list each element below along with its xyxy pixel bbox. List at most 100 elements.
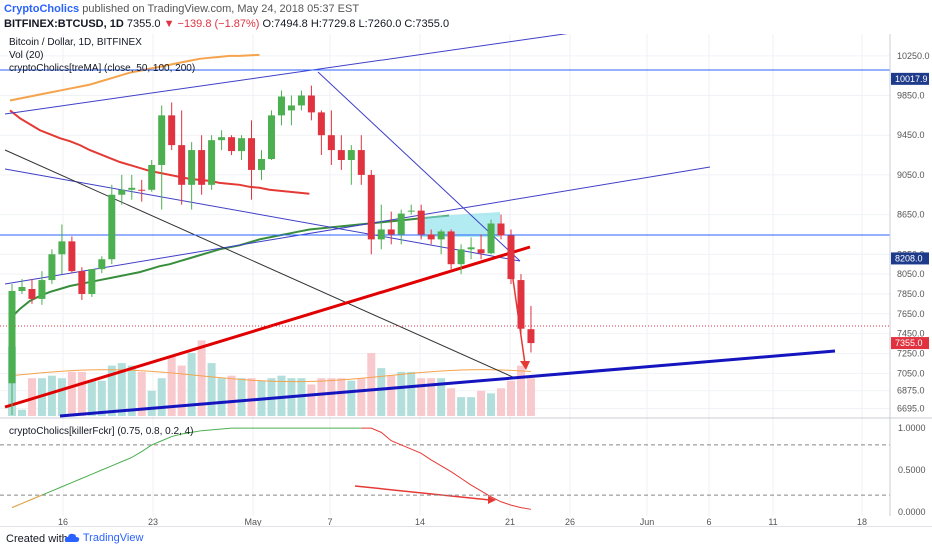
candle-body[interactable]: [158, 115, 166, 165]
volume-bar: [477, 390, 486, 416]
volume-bar: [487, 393, 496, 416]
osc-tick-label: 1.0000: [898, 423, 926, 433]
candle-body[interactable]: [357, 150, 365, 175]
candle-body[interactable]: [467, 247, 475, 250]
price-tick-label: 7450.0: [897, 329, 925, 339]
candle-body[interactable]: [437, 231, 445, 240]
candle-body[interactable]: [218, 137, 226, 141]
candle-body[interactable]: [277, 96, 285, 116]
candle-body[interactable]: [327, 135, 335, 151]
candle-body[interactable]: [317, 112, 325, 136]
candle-body[interactable]: [208, 140, 216, 185]
candlesticks[interactable]: [8, 85, 535, 416]
volume-bar: [447, 388, 456, 416]
candle-body[interactable]: [527, 329, 535, 344]
candle-body[interactable]: [377, 229, 385, 240]
candle-body[interactable]: [108, 194, 116, 260]
candle-body[interactable]: [457, 249, 465, 265]
x-tick-label: 16: [58, 517, 68, 526]
candle-body[interactable]: [248, 138, 256, 170]
candle-body[interactable]: [497, 223, 505, 236]
price-axis[interactable]: 10250.09850.09450.09050.08650.08250.0805…: [889, 34, 930, 516]
oscillator-legend: cryptoCholics[killerFckr] (0.75, 0.8, 0.…: [9, 426, 194, 437]
price-tick-label: 10250.0: [897, 51, 930, 61]
candle-body[interactable]: [487, 223, 495, 254]
candle-body[interactable]: [118, 189, 126, 195]
candle-body[interactable]: [98, 259, 106, 270]
candle-body[interactable]: [337, 150, 345, 161]
down-arrow-icon: ▼: [163, 18, 175, 30]
candle-body[interactable]: [387, 229, 395, 235]
candle-body[interactable]: [138, 189, 146, 191]
candle-body[interactable]: [507, 235, 515, 280]
candle-body[interactable]: [148, 164, 156, 190]
candle-body[interactable]: [397, 213, 405, 235]
symbol-line: BITFINEX:BTCUSD, 1D 7355.0 ▼ −139.8 (−1.…: [4, 18, 449, 30]
candle-body[interactable]: [78, 271, 86, 294]
price-tick-label: 8650.0: [897, 210, 925, 220]
x-tick-label: 11: [768, 517, 777, 526]
volume-bar: [47, 375, 56, 416]
candle-body[interactable]: [178, 145, 186, 185]
candle-body[interactable]: [38, 280, 46, 299]
volume-bar: [417, 378, 426, 416]
candle-body[interactable]: [517, 280, 525, 329]
price-tag: [891, 337, 929, 350]
candle-body[interactable]: [128, 187, 136, 190]
volume-bar: [516, 365, 525, 416]
candle-body[interactable]: [417, 210, 425, 235]
volume-bar: [17, 409, 26, 416]
x-tick-label: 18: [857, 517, 867, 526]
candle-body[interactable]: [198, 150, 206, 185]
candle-body[interactable]: [477, 249, 485, 254]
cloud-icon: [64, 533, 80, 543]
price-chart[interactable]: 16 23 May 7 14 21 26 Jun 6 11 18 1.0000 0.5000 0.000…: [0, 34, 932, 526]
candle-body[interactable]: [297, 95, 305, 106]
volume-bar: [207, 363, 216, 416]
candle-body[interactable]: [367, 174, 375, 240]
candle-body[interactable]: [18, 287, 26, 291]
tradingview-logo[interactable]: TradingView: [64, 532, 143, 544]
x-tick-label: 23: [148, 517, 158, 526]
volume-bar: [437, 378, 446, 416]
fan-line: [317, 71, 521, 262]
volume-bar: [337, 378, 346, 416]
created-with-label: Created with: [6, 533, 68, 545]
candle-body[interactable]: [48, 254, 56, 281]
candle-body[interactable]: [407, 210, 415, 212]
candle-body[interactable]: [8, 290, 16, 384]
candle-body[interactable]: [68, 241, 76, 272]
arrowhead: [520, 361, 530, 370]
price-tick-label: 9450.0: [897, 130, 925, 140]
chart-background: [0, 34, 932, 526]
candle-body[interactable]: [168, 115, 176, 146]
candle-body[interactable]: [347, 150, 355, 161]
candle-body[interactable]: [307, 95, 315, 113]
candle-body[interactable]: [238, 138, 246, 152]
volume-bar: [526, 378, 535, 416]
candle-body[interactable]: [287, 105, 295, 111]
candle-body[interactable]: [88, 269, 96, 294]
candle-body[interactable]: [228, 137, 236, 152]
pane-labels: Bitcoin / Dollar, 1D, BITFINEX Vol (20) …: [9, 37, 195, 437]
price-tick-label: 6875.0: [897, 386, 925, 396]
candle-body[interactable]: [267, 115, 275, 160]
osc-tick-label: 0.5000: [898, 465, 926, 475]
candle-body[interactable]: [188, 150, 196, 185]
trend-drawings: [0, 34, 890, 504]
candle-body[interactable]: [258, 159, 265, 170]
price-tag-label: 8208.0: [895, 253, 923, 263]
osc-line-green: [11, 427, 362, 509]
osc-line-orange: [11, 494, 43, 509]
symbol-label: BITFINEX:BTCUSD, 1D: [4, 18, 124, 30]
price-tick-label: 7250.0: [897, 348, 925, 358]
volume-bar: [317, 378, 326, 416]
candle-body[interactable]: [58, 241, 66, 255]
candle-body[interactable]: [427, 234, 435, 240]
volume-bar: [147, 390, 156, 416]
author-link[interactable]: CryptoCholics: [4, 3, 80, 15]
candle-body[interactable]: [447, 231, 455, 265]
candle-body[interactable]: [28, 288, 36, 299]
price-tag-label: 7355.0: [895, 338, 923, 348]
osc-arrow: [354, 485, 491, 501]
